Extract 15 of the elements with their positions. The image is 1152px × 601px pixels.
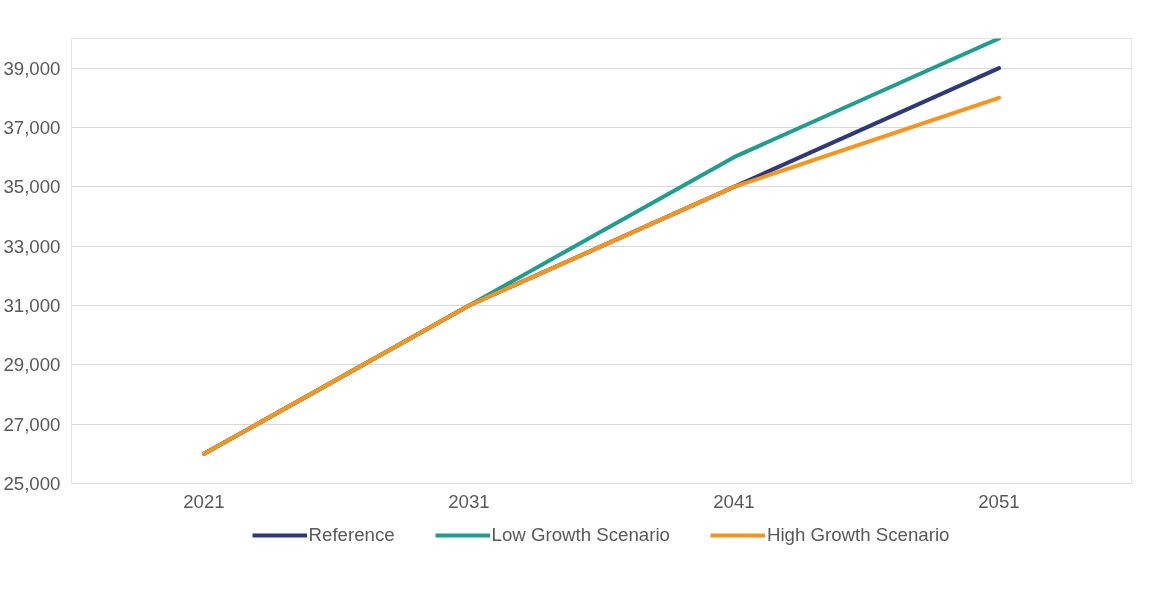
x-tick-label: 2041	[713, 490, 755, 512]
legend-label: Reference	[308, 524, 395, 546]
y-tick-label: 39,000	[3, 57, 61, 79]
legend-label: Low Growth Scenario	[491, 524, 670, 546]
y-tick-label: 35,000	[3, 176, 61, 198]
x-tick-label: 2031	[448, 490, 490, 512]
y-tick-label: 29,000	[3, 354, 61, 376]
y-tick-label: 27,000	[3, 413, 61, 435]
x-tick-label: 2021	[183, 490, 225, 512]
x-tick-label: 2051	[978, 490, 1020, 512]
legend-label: High Growth Scenario	[766, 524, 950, 546]
y-tick-label: 31,000	[3, 295, 61, 316]
y-tick-label: 33,000	[3, 235, 61, 257]
y-tick-label: 37,000	[3, 117, 61, 138]
y-tick-label: 25,000	[3, 473, 61, 494]
